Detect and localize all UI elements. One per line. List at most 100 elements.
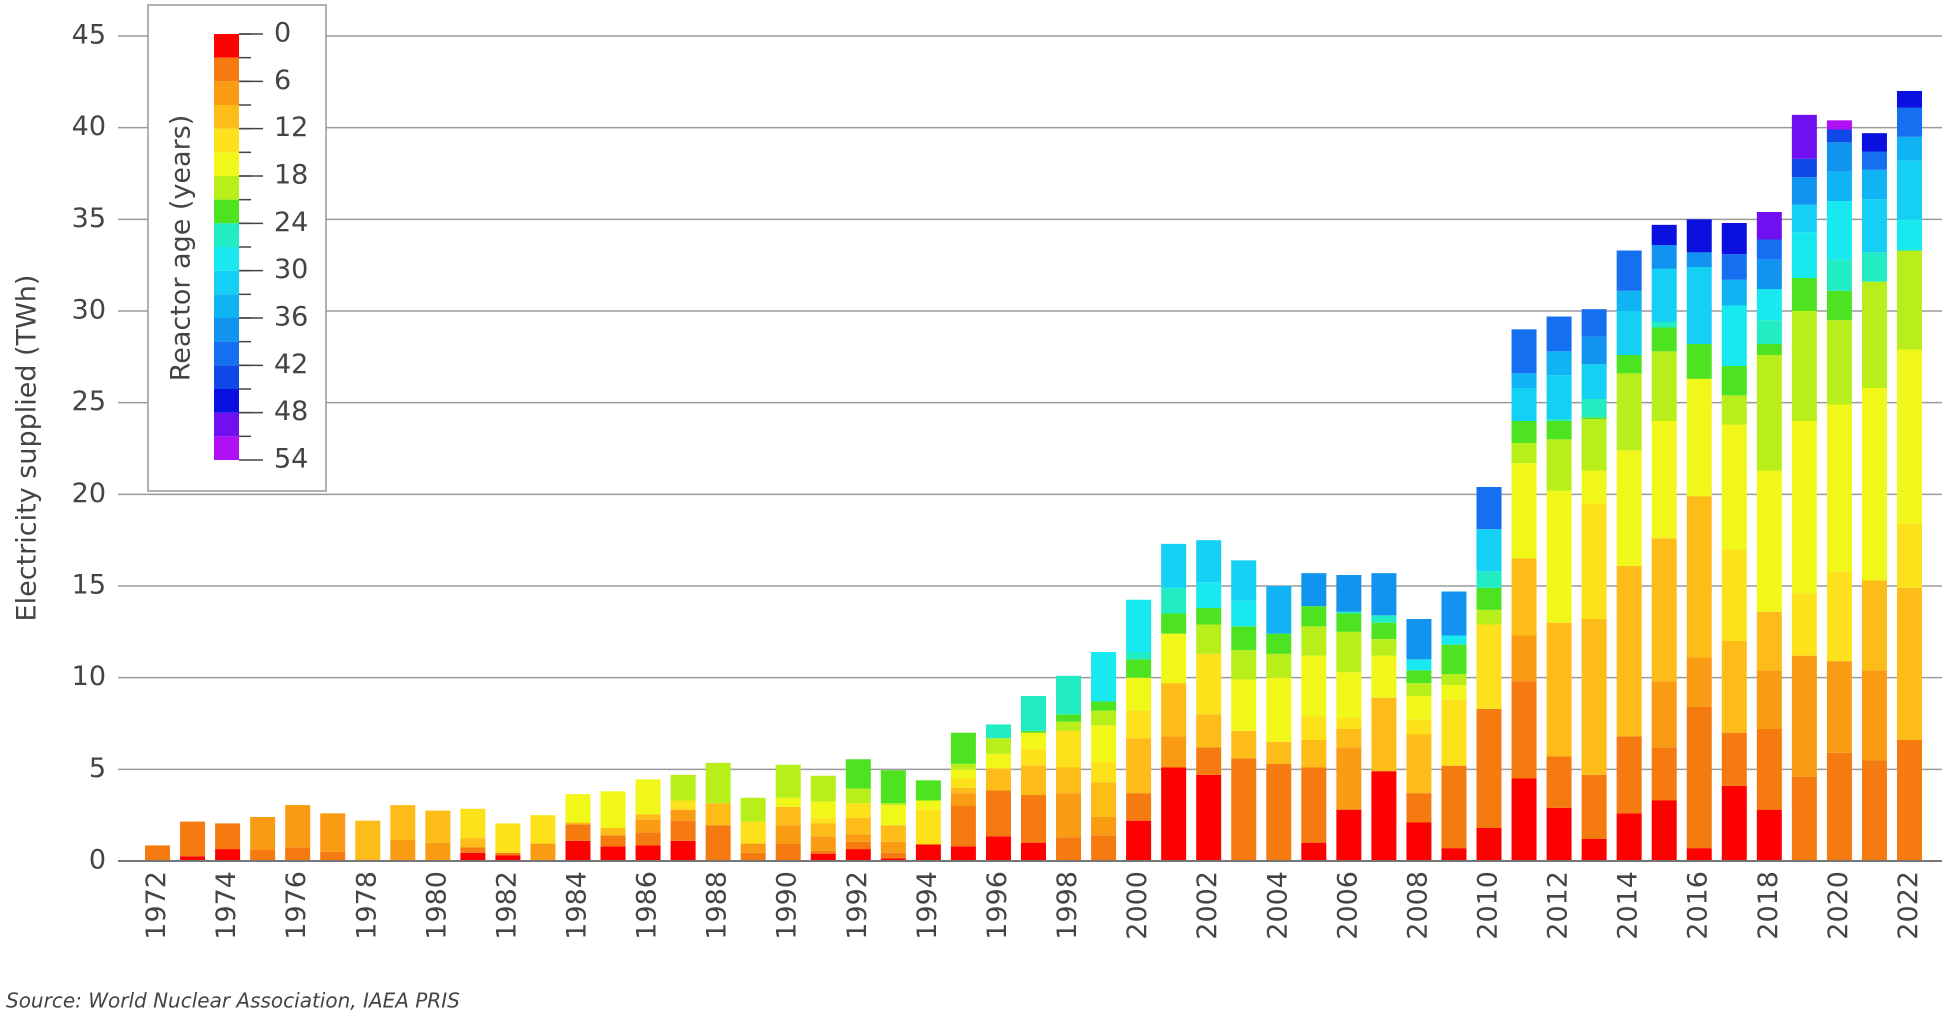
y-tick-label: 15 — [72, 570, 106, 601]
bar-segment — [1441, 685, 1467, 700]
bar-segment — [1021, 795, 1046, 843]
bar-segment — [565, 794, 591, 823]
bar-segment — [1581, 417, 1607, 420]
bar-segment — [1161, 633, 1187, 684]
x-tick-label: 2020 — [1823, 871, 1854, 940]
bar-segment — [1546, 351, 1572, 376]
bar-segment — [775, 806, 801, 826]
bar-segment — [320, 851, 346, 861]
bar-segment — [1511, 388, 1537, 421]
bar-segment — [600, 835, 626, 847]
bar-segment — [250, 850, 276, 861]
x-tick-label: 1978 — [351, 871, 382, 940]
bar-segment — [1441, 848, 1467, 861]
y-axis-label: Electricity supplied (TWh) — [12, 275, 43, 622]
x-tick-label: 2002 — [1192, 871, 1223, 940]
y-tick-label: 5 — [89, 753, 106, 784]
bar-segment — [985, 790, 1011, 837]
bar-segment — [1581, 619, 1607, 775]
bar-segment — [1581, 364, 1607, 399]
bar-segment — [1686, 848, 1712, 861]
bar-segment — [1896, 740, 1922, 861]
bar-segment — [775, 843, 801, 861]
bar-segment — [1406, 619, 1432, 660]
bar-segment — [1406, 719, 1432, 735]
bar-segment — [1126, 793, 1152, 821]
bar-segment — [1546, 316, 1572, 352]
bar-segment — [1476, 487, 1502, 530]
bar-segment — [1651, 268, 1677, 322]
bar-segment — [600, 828, 626, 836]
bar-segment — [1721, 279, 1747, 306]
bar-segment — [1791, 158, 1817, 178]
colorbar-block — [214, 365, 239, 389]
bar-segment — [1476, 571, 1502, 588]
bar-segment — [1511, 635, 1537, 682]
bar-segment — [1686, 657, 1712, 707]
bar-segment — [320, 813, 346, 852]
x-tick-label: 1976 — [281, 871, 312, 940]
bar-segment — [1686, 344, 1712, 379]
bar-segment — [180, 821, 206, 857]
y-tick-label: 35 — [72, 203, 106, 234]
bar-segment — [1791, 655, 1817, 777]
bar-segment — [1371, 615, 1397, 623]
colorbar-block — [214, 270, 239, 295]
bar-segment — [530, 843, 556, 861]
bar-segment — [1021, 730, 1046, 733]
bar-segment — [740, 821, 766, 844]
bar-segment — [1056, 714, 1082, 722]
bar-segment — [950, 769, 976, 779]
bar-segment — [1546, 421, 1572, 440]
bar-segment — [1861, 133, 1887, 152]
colorbar-block — [214, 152, 239, 176]
bar-segment — [425, 810, 451, 843]
bar-segment — [1021, 696, 1046, 731]
bar-segment — [1756, 809, 1782, 861]
bar-segment — [1196, 608, 1222, 625]
bar-segment — [1616, 355, 1642, 374]
y-tick-label: 20 — [72, 478, 106, 509]
bar-segment — [1686, 496, 1712, 658]
bar-segment — [915, 800, 941, 810]
bar-segment — [880, 825, 906, 842]
bar-segment — [1861, 169, 1887, 200]
bar-segment — [985, 768, 1011, 791]
x-tick-label: 2022 — [1893, 871, 1924, 940]
bar-segment — [1861, 252, 1887, 282]
bar-segment — [460, 847, 486, 853]
bar-segment — [1021, 732, 1046, 750]
bar-segment — [390, 805, 416, 840]
bar-segment — [1301, 716, 1327, 740]
colorbar-tick-label: 18 — [274, 160, 308, 191]
bar-segment — [845, 841, 871, 850]
bar-segment — [1721, 223, 1747, 255]
bar-segment — [1126, 659, 1152, 678]
colorbar-block — [214, 81, 239, 105]
bar-segment — [1091, 817, 1117, 836]
colorbar-tick-label: 0 — [274, 18, 291, 49]
bar-segment — [1126, 677, 1152, 711]
bar-segment — [1651, 351, 1677, 421]
bar-segment — [845, 849, 871, 861]
bar-segment — [670, 820, 696, 841]
bar-segment — [1266, 653, 1292, 678]
bar-segment — [1896, 160, 1922, 220]
bar-segment — [1651, 800, 1677, 861]
bar-segment — [1091, 782, 1117, 817]
bar-segment — [600, 791, 626, 828]
colorbar-tick-label: 24 — [274, 207, 308, 238]
bar-segment — [880, 852, 906, 859]
bar-segment — [1546, 490, 1572, 623]
bar-segment — [1861, 580, 1887, 671]
bar-segment — [1336, 672, 1362, 718]
bar-segment — [1476, 529, 1502, 572]
colorbar-block — [214, 223, 239, 247]
y-tick-label: 40 — [72, 111, 106, 142]
colorbar-block — [214, 176, 239, 200]
bar-segment — [1581, 503, 1607, 619]
bar-segment — [1511, 558, 1537, 636]
bar-segment — [1231, 730, 1257, 759]
source-note: Source: World Nuclear Association, IAEA … — [6, 989, 460, 1013]
bar-segment — [1581, 419, 1607, 471]
